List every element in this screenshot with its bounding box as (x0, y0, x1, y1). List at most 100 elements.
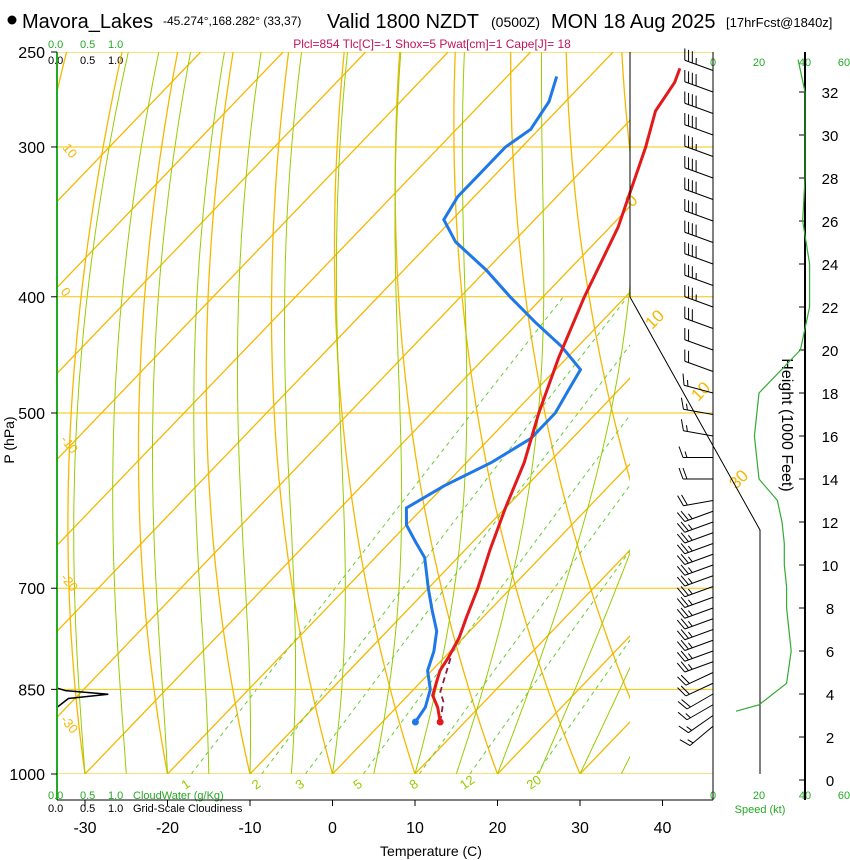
parcel-line (439, 657, 452, 723)
cloudiness-tick: 0.0 (48, 55, 63, 67)
wind-barb-staff (684, 296, 714, 308)
mixing-ratio-line (190, 296, 564, 774)
wind-barb (684, 220, 714, 243)
wind-barb-staff (688, 715, 714, 734)
dry-adiabat-line (394, 52, 499, 774)
isotherm-label: 10 (641, 306, 668, 333)
moist-adiabat-line (455, 52, 545, 774)
wind-barb (677, 704, 714, 721)
wind-barb (678, 446, 713, 458)
wind-barb-half-flag (685, 713, 691, 719)
cloudwater-line (56, 680, 109, 708)
mixing-ratio-label: 5 (350, 776, 365, 792)
mixing-ratio-label: 12 (457, 772, 477, 793)
wind-barb-flag (676, 641, 686, 651)
wind-barb-flag (676, 522, 686, 533)
wind-barb-staff (685, 672, 714, 686)
mixing-ratio-line (305, 344, 630, 774)
wind-barb-flag (676, 619, 686, 630)
valid-time: Valid 1800 NZDT (327, 11, 479, 33)
station-coords: -45.274°,168.282° (33,37) (163, 14, 301, 28)
wind-barb-flag (680, 521, 689, 532)
cloudwater-tick: 1.0 (108, 790, 123, 802)
wind-barb (677, 672, 714, 686)
height-tick-label: 2 (826, 730, 834, 747)
dry-adiabat-label: 10 (60, 140, 81, 161)
wind-barb (676, 650, 714, 662)
wind-barb-staff (684, 81, 714, 93)
wind-barb (684, 70, 714, 93)
wind-barb-half-flag (687, 739, 694, 744)
wind-barb-half-flag (688, 556, 693, 563)
y-axis-title: P (hPa) (1, 416, 17, 463)
forecast-info: [17hrFcst@1840z] (726, 15, 832, 30)
wind-barb-staff (684, 124, 714, 136)
dry-adiabat-line (565, 52, 630, 482)
wind-barb (684, 242, 714, 265)
pressure-tick-label: 850 (18, 682, 45, 699)
wind-barb (682, 373, 714, 394)
wind-barb-half-flag (688, 513, 693, 520)
mixing-ratio-line (418, 484, 630, 774)
wind-barb-flag (680, 618, 689, 628)
wind-barb-staff (684, 360, 714, 372)
temperature-surface-dot (436, 718, 444, 726)
wind-barb-staff (684, 59, 714, 71)
dry-adiabat-label: -20 (58, 570, 82, 594)
wind-barb-staff (684, 188, 714, 200)
height-tick-label: 4 (826, 687, 834, 704)
wind-barb-half-flag (688, 664, 693, 670)
wind-barb-staff (683, 430, 714, 437)
wind-barb-flag (681, 699, 691, 708)
wind-barb-flag (680, 532, 689, 542)
wind-barb-staff (684, 607, 714, 619)
cloudiness-tick: 0.5 (80, 55, 95, 67)
isotherm-line (57, 52, 367, 375)
cloudwater-tick: 0.0 (48, 39, 63, 51)
wind-barb (684, 349, 714, 372)
wind-barb-flag (677, 495, 684, 506)
wind-barb-flag (678, 467, 684, 480)
wind-barb (676, 618, 714, 630)
height-tick-label: 16 (822, 429, 839, 446)
wind-barb (676, 596, 714, 608)
height-tick-label: 8 (826, 601, 834, 618)
wind-barb (684, 48, 714, 71)
wind-barb-staff (684, 650, 714, 662)
wind-barb-staff (684, 661, 714, 673)
dry-adiabat-label: -10 (58, 432, 82, 456)
isotherm-line (57, 52, 284, 289)
wind-barb (678, 467, 713, 480)
wind-barb (680, 419, 714, 437)
wind-barb-staff (684, 510, 714, 522)
wind-barb (684, 285, 714, 308)
wind-barb-half-flag (688, 588, 693, 595)
cloudiness-tick: 0.5 (80, 803, 95, 815)
wind-barb-flag (678, 725, 689, 734)
wind-barb-flag (677, 701, 688, 710)
wind-barb-half-flag (688, 535, 693, 541)
wind-barb (684, 91, 714, 114)
height-tick-label: 32 (822, 85, 839, 102)
temperature-line (431, 67, 682, 723)
wind-barb-staff (683, 408, 714, 415)
wind-barb-staff (684, 274, 714, 286)
dry-adiabat-line (510, 52, 630, 700)
dry-adiabat-line (844, 52, 850, 774)
height-tick-label: 14 (822, 472, 839, 489)
wind-barb-flag (680, 553, 689, 564)
height-tick-label: 24 (822, 257, 839, 274)
wind-barb-flag (680, 661, 689, 671)
pressure-tick-label: 250 (18, 45, 45, 62)
wind-barb-half-flag (688, 524, 693, 530)
moist-adiabat-line (152, 52, 192, 774)
plot-right-boundary (629, 52, 761, 774)
wind-barb-staff (684, 596, 714, 608)
wind-barb (676, 629, 714, 641)
height-tick-label: 26 (822, 214, 839, 231)
wind-barb-flag (682, 467, 688, 480)
dry-adiabat-line (67, 52, 123, 774)
station-name: Mavora_Lakes (22, 11, 153, 33)
moist-adiabat-line (284, 52, 303, 774)
temperature-tick-label: 30 (571, 820, 589, 837)
